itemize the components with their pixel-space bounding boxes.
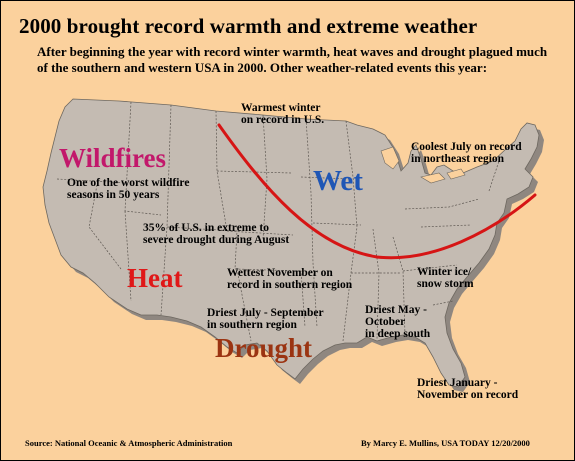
label-wettest-november: Wettest November on record in southern r… bbox=[227, 267, 353, 291]
region-wildfires: Wildfires bbox=[59, 143, 167, 173]
source-credit: Source: National Oceanic & Atmospheric A… bbox=[25, 438, 233, 448]
label-wildfire-season: One of the worst wildfire seasons in 50 … bbox=[67, 177, 190, 201]
label-driest-july-sept: Driest July - September in southern regi… bbox=[207, 307, 324, 331]
label-winter-ice: Winter ice/ snow storm bbox=[417, 266, 474, 290]
label-warmest-winter: Warmest winter on record in U.S. bbox=[241, 102, 325, 126]
label-driest-may-oct: Driest May - October in deep south bbox=[365, 304, 431, 340]
trend-line bbox=[217, 123, 537, 260]
label-drought-pct: 35% of U.S. in extreme to severe drought… bbox=[143, 222, 290, 246]
page-title: 2000 brought record warmth and extreme w… bbox=[19, 14, 478, 38]
author-credit: By Marcy E. Mullins, USA TODAY 12/20/200… bbox=[361, 438, 530, 448]
page-subtitle: After beginning the year with record win… bbox=[37, 44, 548, 75]
region-wet: Wet bbox=[313, 165, 363, 197]
label-driest-jan-nov: Driest January - November on record bbox=[417, 377, 519, 401]
region-heat: Heat bbox=[127, 263, 183, 293]
great-lakes bbox=[380, 146, 466, 184]
label-coolest-july: Coolest July on record in northeast regi… bbox=[411, 141, 522, 165]
region-drought: Drought bbox=[215, 333, 313, 363]
